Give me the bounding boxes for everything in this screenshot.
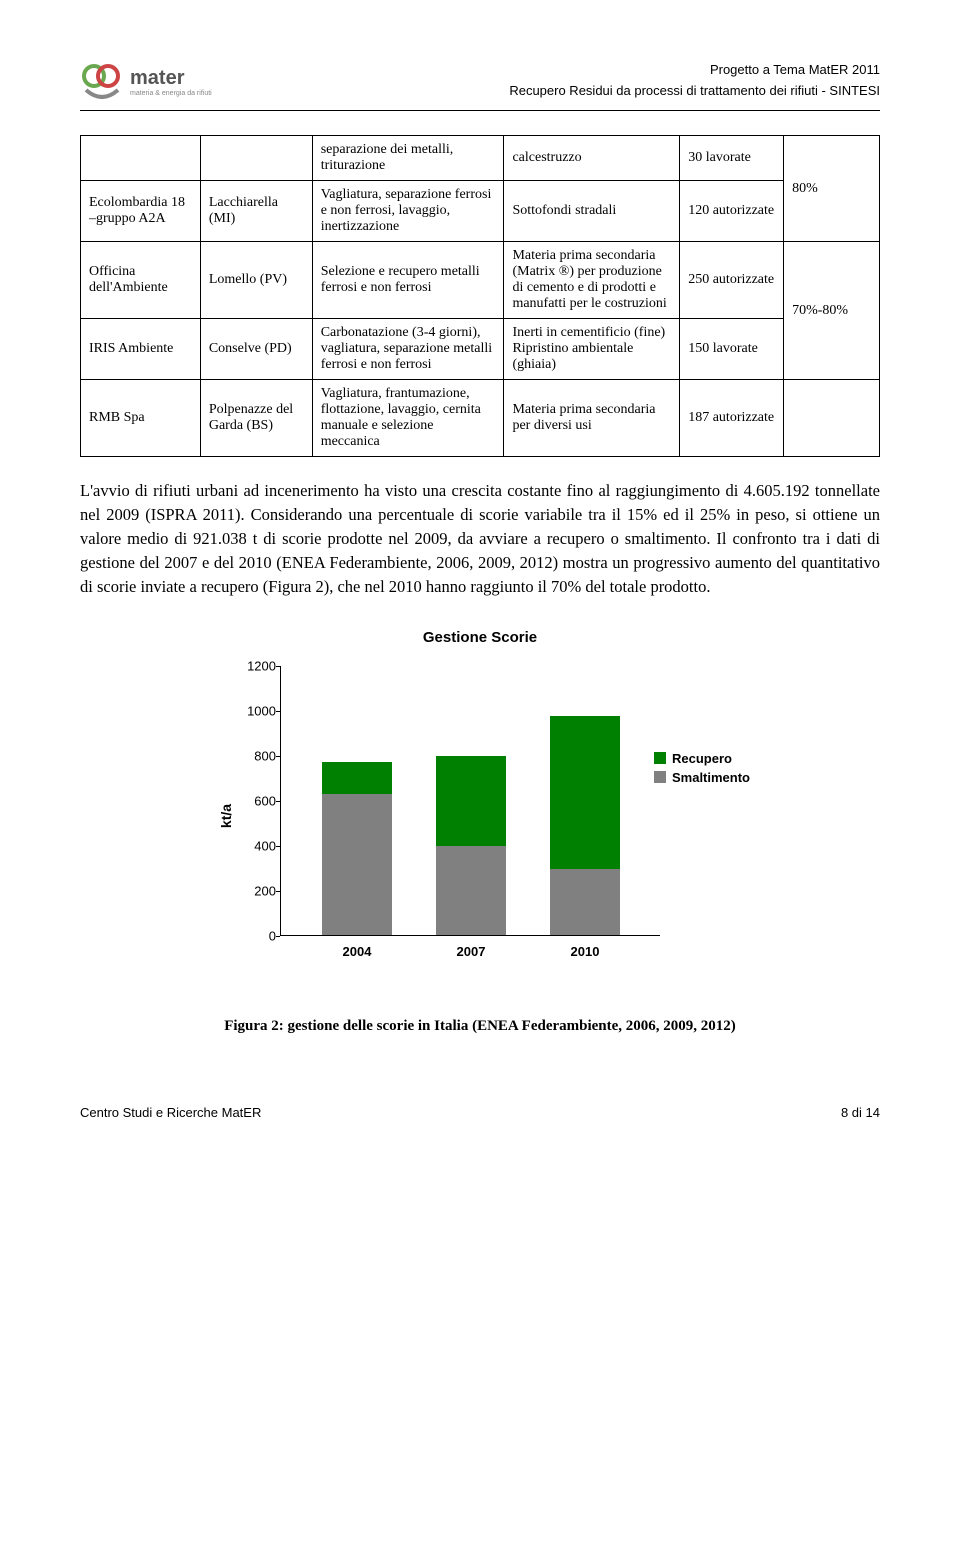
chart-ytick: 800 [220, 748, 276, 763]
page: mater materia & energia da rifiuti Proge… [0, 0, 960, 1160]
table-cell: Vagliatura, frantumazione, flottazione, … [312, 380, 504, 457]
legend-swatch [654, 752, 666, 764]
chart-bar-segment [550, 716, 620, 869]
table-cell: Lomello (PV) [200, 242, 312, 319]
chart-xtick: 2007 [457, 944, 486, 959]
chart-bar-segment [436, 756, 506, 846]
chart-legend: Recupero Smaltimento [654, 751, 750, 789]
logo-text-block: mater materia & energia da rifiuti [130, 67, 212, 97]
chart-ytick: 200 [220, 883, 276, 898]
table-cell: Sottofondi stradali [504, 181, 680, 242]
chart-container: kt/a 200420072010 RecuperoSmaltimento 02… [80, 656, 880, 976]
table-cell: 150 lavorate [680, 319, 784, 380]
table-cell: Polpenazze del Garda (BS) [200, 380, 312, 457]
table-cell: separazione dei metalli, triturazione [312, 136, 504, 181]
table-cell: 187 autorizzate [680, 380, 784, 457]
table-cell [200, 136, 312, 181]
chart-legend-item: Recupero [654, 751, 750, 766]
chart-bar-segment [550, 869, 620, 934]
logo: mater materia & energia da rifiuti [80, 60, 212, 104]
header-line-1: Progetto a Tema MatER 2011 [509, 60, 880, 81]
table-cell: Vagliatura, separazione ferrosi e non fe… [312, 181, 504, 242]
table-cell [784, 380, 880, 457]
logo-icon [80, 60, 124, 104]
table-cell: 250 autorizzate [680, 242, 784, 319]
page-footer: Centro Studi e Ricerche MatER 8 di 14 [80, 1105, 880, 1120]
table-cell: Selezione e recupero metalli ferrosi e n… [312, 242, 504, 319]
data-table: separazione dei metalli, triturazionecal… [80, 135, 880, 457]
chart-legend-item: Smaltimento [654, 770, 750, 785]
legend-label: Recupero [672, 751, 732, 766]
legend-label: Smaltimento [672, 770, 750, 785]
logo-text: mater [130, 67, 212, 90]
table-cell: RMB Spa [81, 380, 201, 457]
table-cell: Materia prima secondaria (Matrix ®) per … [504, 242, 680, 319]
footer-left: Centro Studi e Ricerche MatER [80, 1105, 261, 1120]
page-header: mater materia & energia da rifiuti Proge… [80, 60, 880, 111]
logo-subtitle: materia & energia da rifiuti [130, 90, 212, 97]
chart-bar-segment [436, 846, 506, 935]
chart-bar-segment [322, 762, 392, 794]
table-cell: 70%-80% [784, 242, 880, 380]
chart-ytick: 0 [220, 928, 276, 943]
chart-ytick: 400 [220, 838, 276, 853]
figure-caption: Figura 2: gestione delle scorie in Itali… [80, 1018, 880, 1035]
chart-bar-segment [322, 794, 392, 935]
legend-swatch [654, 771, 666, 783]
body-paragraph: L'avvio di rifiuti urbani ad incenerimen… [80, 479, 880, 599]
table-cell: Inerti in cementificio (fine) Ripristino… [504, 319, 680, 380]
table-cell: Materia prima secondaria per diversi usi [504, 380, 680, 457]
table-cell: Conselve (PD) [200, 319, 312, 380]
table-cell [81, 136, 201, 181]
table-cell: Carbonatazione (3-4 giorni), vagliatura,… [312, 319, 504, 380]
chart-xtick: 2010 [571, 944, 600, 959]
table-cell: calcestruzzo [504, 136, 680, 181]
chart-plot-area: 200420072010 [280, 666, 660, 936]
table-cell: 120 autorizzate [680, 181, 784, 242]
chart-ytick: 600 [220, 793, 276, 808]
table-cell: Lacchiarella (MI) [200, 181, 312, 242]
header-line-2: Recupero Residui da processi di trattame… [509, 81, 880, 102]
header-right: Progetto a Tema MatER 2011 Recupero Resi… [509, 60, 880, 102]
table-cell: Officina dell'Ambiente [81, 242, 201, 319]
table-cell: Ecolombardia 18 –gruppo A2A [81, 181, 201, 242]
table-cell: IRIS Ambiente [81, 319, 201, 380]
chart: kt/a 200420072010 RecuperoSmaltimento 02… [220, 656, 740, 976]
table-cell: 30 lavorate [680, 136, 784, 181]
chart-title: Gestione Scorie [80, 629, 880, 646]
chart-ytick: 1200 [220, 658, 276, 673]
footer-right: 8 di 14 [841, 1105, 880, 1120]
chart-ytick: 1000 [220, 703, 276, 718]
chart-xtick: 2004 [343, 944, 372, 959]
table-cell: 80% [784, 136, 880, 242]
